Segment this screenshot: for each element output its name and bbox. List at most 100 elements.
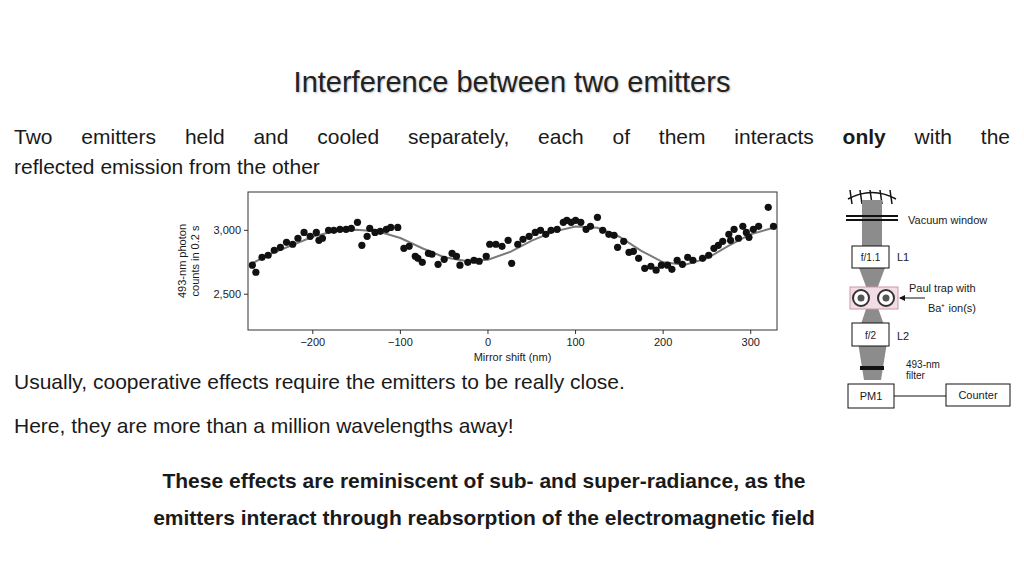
- data-point: [348, 225, 355, 232]
- x-tick-label: 0: [485, 336, 491, 348]
- ion: [858, 295, 865, 302]
- window: [846, 215, 898, 217]
- data-point: [765, 204, 772, 211]
- y-tick: [244, 294, 248, 295]
- data-point: [614, 244, 621, 251]
- data-point: [587, 223, 594, 230]
- x-tick-label: 300: [742, 336, 760, 348]
- lens-box: [852, 323, 889, 346]
- data-point: [300, 229, 307, 236]
- data-point: [434, 261, 441, 268]
- intro-text: with the: [886, 125, 1010, 148]
- data-point: [620, 238, 627, 245]
- data-point: [313, 229, 320, 236]
- diagram-label: Ba⁺ ion(s): [928, 302, 976, 314]
- x-tick: [663, 330, 664, 334]
- note-line: Usually, cooperative effects require the…: [14, 370, 625, 394]
- slide-title: Interference between two emitters: [0, 66, 1024, 99]
- data-point: [476, 258, 483, 265]
- data-point: [689, 257, 696, 264]
- data-point: [289, 241, 296, 248]
- data-point: [653, 267, 660, 274]
- data-point: [377, 228, 384, 235]
- data-point: [406, 243, 413, 250]
- data-point: [271, 247, 278, 254]
- data-point: [658, 262, 665, 269]
- data-point: [258, 254, 265, 261]
- data-point: [394, 224, 401, 231]
- detector-line: [890, 190, 892, 204]
- data-point: [387, 224, 394, 231]
- x-tick: [487, 330, 488, 334]
- data-point: [547, 227, 554, 234]
- data-point: [456, 262, 463, 269]
- data-point: [705, 252, 712, 259]
- wire: [894, 396, 946, 397]
- data-point: [668, 266, 675, 273]
- data-point: [641, 265, 648, 272]
- ion: [883, 295, 890, 302]
- diagram-label: f/2: [865, 330, 877, 341]
- data-point: [599, 227, 606, 234]
- data-point: [252, 269, 259, 276]
- x-tick-label: −200: [300, 336, 325, 348]
- lens-box: [852, 246, 889, 268]
- x-tick: [750, 330, 751, 334]
- y-tick-label: 3,000: [213, 224, 241, 236]
- data-point: [508, 260, 515, 267]
- diagram-label: L1: [897, 251, 909, 263]
- data-point: [730, 226, 737, 233]
- diagram-label: filter: [906, 370, 926, 381]
- diagram-label: Vacuum window: [908, 214, 987, 226]
- detector-line: [860, 190, 862, 204]
- data-point: [630, 248, 637, 255]
- data-point: [419, 259, 426, 266]
- y-axis-label: 493-nm photoncounts in 0.2 s: [176, 224, 201, 298]
- data-point: [739, 223, 746, 230]
- data-point: [492, 241, 499, 248]
- conclusion-line: emitters interact through reabsorption o…: [0, 506, 968, 530]
- setup-diagram: Vacuum windowf/1.1L1Paul trap withBa⁺ io…: [846, 190, 1010, 408]
- y-tick-label: 2,500: [213, 288, 241, 300]
- data-point: [464, 259, 471, 266]
- data-point: [265, 252, 272, 259]
- data-point: [519, 236, 526, 243]
- intro-line: Two emitters held and cooled separately,…: [14, 125, 1010, 149]
- note-line: Here, they are more than a million wavel…: [14, 414, 514, 438]
- filter: [860, 366, 884, 370]
- x-tick-label: −100: [388, 336, 413, 348]
- ion-ring: [878, 290, 894, 306]
- data-point: [719, 238, 726, 245]
- x-tick-label: 200: [654, 336, 672, 348]
- window: [846, 219, 898, 221]
- data-point: [319, 235, 326, 242]
- diagram-label: L2: [897, 330, 909, 342]
- x-tick: [312, 330, 313, 334]
- data-point: [486, 241, 493, 248]
- conclusion-line: These effects are reminiscent of sub- an…: [0, 469, 968, 493]
- data-point: [358, 242, 365, 249]
- data-point: [770, 223, 777, 230]
- trap: [850, 287, 898, 309]
- detector-box: [848, 384, 894, 408]
- data-point: [498, 243, 505, 250]
- x-tick: [575, 330, 576, 334]
- x-tick: [400, 330, 401, 334]
- y-tick: [244, 230, 248, 231]
- data-point: [699, 255, 706, 262]
- data-point: [453, 253, 460, 260]
- data-point: [577, 219, 584, 226]
- ion-ring: [853, 290, 869, 306]
- plot-data: [249, 204, 777, 276]
- canvas: −200−10001002003002,5003,000Mirror shift…: [0, 0, 1024, 576]
- detector-line: [850, 190, 852, 204]
- data-point: [735, 235, 742, 242]
- data-point: [727, 237, 734, 244]
- data-point: [294, 235, 301, 242]
- data-point: [505, 237, 512, 244]
- diagram-label: f/1.1: [861, 252, 881, 263]
- data-point: [307, 233, 314, 240]
- x-tick-label: 100: [566, 336, 584, 348]
- data-point: [283, 239, 290, 246]
- diagram-label: 493-nm: [906, 359, 940, 370]
